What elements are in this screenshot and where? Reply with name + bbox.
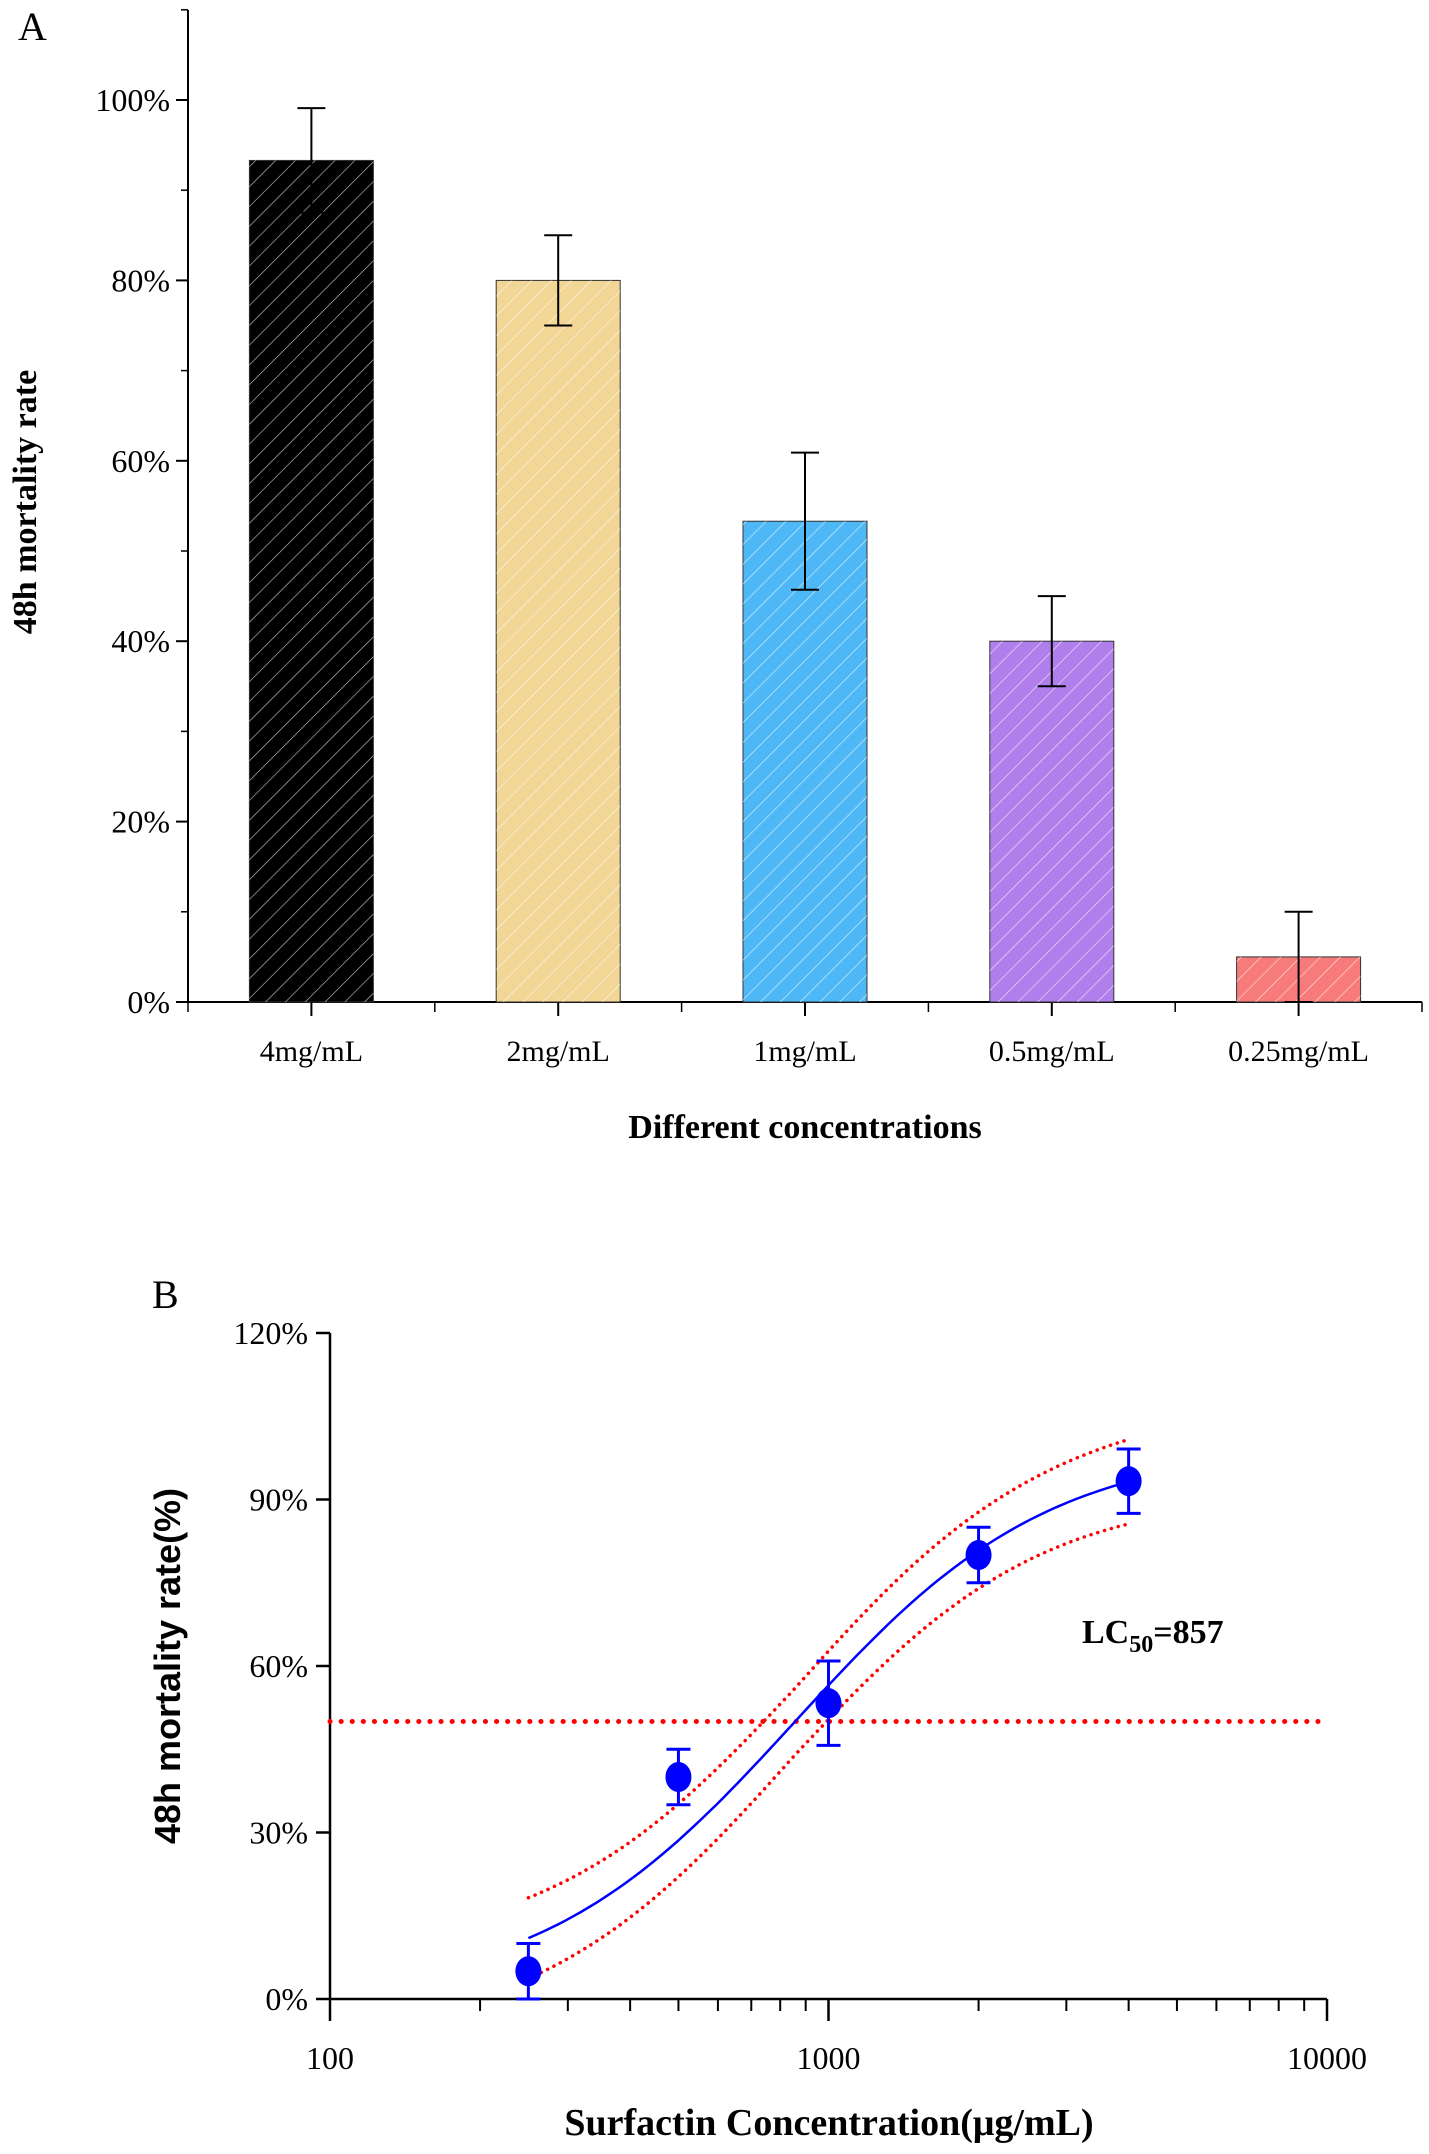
x-tick-label-b: 10000	[1287, 2040, 1367, 2076]
y-tick-label-b: 60%	[249, 1648, 308, 1684]
y-tick-label-b: 0%	[265, 1981, 308, 2017]
data-point-3	[965, 1540, 992, 1570]
bar-hatch-3	[989, 641, 1114, 1002]
data-point-4	[1115, 1466, 1142, 1497]
panel-a-bar-chart: A 48h mortality rate Different concentra…	[7, 4, 1423, 1146]
lc50-value: =857	[1153, 1614, 1223, 1651]
panel-label-b: B	[152, 1272, 179, 1317]
panel-label-a: A	[18, 4, 47, 49]
confidence-band-lower	[526, 1522, 1131, 1981]
lc50-annotation: LC50=857	[1082, 1614, 1224, 1658]
panel-b-dose-response: B 48h mortality rate(%) Surfactin Concen…	[147, 1272, 1367, 2144]
data-point-0	[515, 1956, 542, 1987]
y-tick-label-a: 80%	[111, 262, 170, 298]
x-tick-label-a: 4mg/mL	[260, 1035, 363, 1068]
x-tick-label-a: 0.5mg/mL	[989, 1035, 1115, 1068]
y-tick-label-a: 20%	[111, 804, 170, 840]
confidence-band-upper	[526, 1437, 1131, 1900]
x-axis-label-a: Different concentrations	[628, 1109, 981, 1146]
bar-hatch-2	[743, 521, 867, 1002]
y-tick-label-b: 30%	[249, 1815, 308, 1851]
bar-hatch-0	[249, 160, 374, 1002]
data-point-1	[665, 1762, 692, 1792]
x-tick-label-a: 2mg/mL	[507, 1035, 610, 1068]
x-tick-label-b: 100	[306, 2040, 354, 2076]
data-point-2	[815, 1688, 842, 1719]
y-axis-label-b: 48h mortality rate(%)	[147, 1488, 188, 1844]
y-tick-label-a: 100%	[95, 82, 170, 118]
x-axis-label-b: Surfactin Concentration(μg/mL)	[564, 2102, 1093, 2144]
x-tick-label-a: 0.25mg/mL	[1228, 1035, 1369, 1068]
y-axis-label-a: 48h mortality rate	[7, 370, 44, 634]
y-tick-label-a: 60%	[111, 443, 170, 479]
lc50-subscript: 50	[1129, 1632, 1153, 1658]
x-tick-label-a: 1mg/mL	[753, 1035, 856, 1068]
bar-hatch-1	[496, 280, 621, 1002]
x-tick-label-b: 1000	[797, 2040, 861, 2076]
y-tick-label-a: 40%	[111, 623, 170, 659]
y-tick-label-b: 90%	[249, 1482, 308, 1518]
y-tick-label-b: 120%	[233, 1315, 308, 1351]
y-tick-label-a: 0%	[127, 984, 170, 1020]
lc50-prefix: LC	[1082, 1614, 1129, 1651]
